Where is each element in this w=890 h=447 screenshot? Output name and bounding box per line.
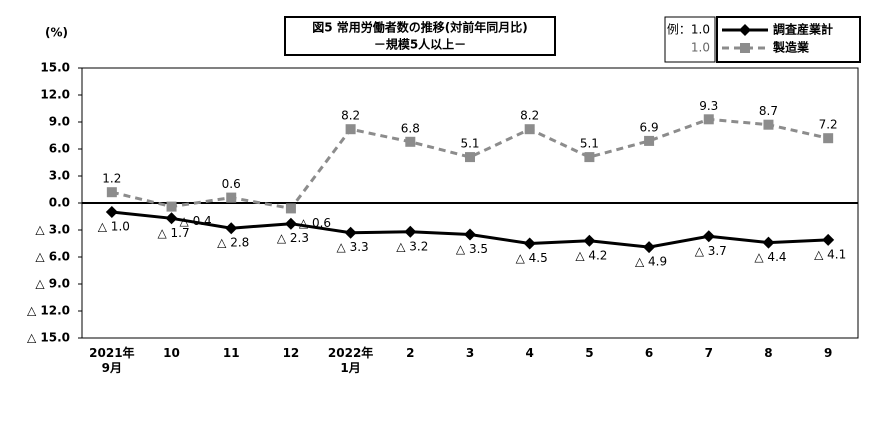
data-label: 5.1: [460, 137, 479, 151]
y-tick-label: △ 9.0: [35, 277, 70, 291]
y-tick-label: △ 3.0: [35, 223, 70, 237]
data-label: △ 4.5: [516, 251, 548, 265]
y-tick-label: 9.0: [49, 115, 70, 129]
data-label: △ 2.3: [277, 231, 309, 245]
legend-marker: [740, 43, 750, 53]
data-label: 8.2: [520, 109, 539, 123]
legend-example: 例：1.0: [667, 23, 710, 37]
point: [702, 230, 715, 243]
y-tick-label: 0.0: [49, 196, 70, 210]
data-label: 7.2: [819, 118, 838, 132]
legend-label: 製造業: [772, 40, 810, 55]
point: [166, 201, 177, 212]
point: [404, 225, 417, 238]
x-tick-label: 12: [282, 346, 300, 360]
x-tick-label: 2: [406, 346, 415, 360]
legend-example-box: [664, 16, 716, 63]
x-tick-label: 11: [222, 346, 240, 360]
point: [284, 217, 297, 230]
data-label: 8.2: [341, 109, 360, 123]
chart-title: 図5 常用労働者数の推移(対前年同月比): [312, 20, 528, 35]
point: [583, 234, 596, 247]
data-label: △ 4.2: [575, 248, 607, 262]
point: [165, 212, 178, 225]
point: [644, 135, 655, 146]
point: [464, 228, 476, 241]
x-tick-label: 10: [163, 346, 180, 360]
legend-box: [716, 16, 861, 63]
point: [762, 236, 775, 249]
data-label: △ 0.6: [299, 216, 331, 230]
legend-example: 1.0: [691, 41, 710, 55]
point: [405, 136, 416, 147]
data-label: △ 4.9: [635, 255, 667, 269]
data-label: 9.3: [699, 99, 718, 113]
x-tick-label: 2021年 9月: [89, 346, 135, 375]
data-label: △ 3.7: [695, 244, 727, 258]
point: [285, 203, 296, 214]
data-label: 5.1: [580, 137, 599, 151]
data-label: 0.6: [222, 177, 241, 191]
y-tick-label: △ 12.0: [27, 304, 70, 318]
data-label: △ 0.4: [180, 214, 212, 228]
y-tick-label: △ 15.0: [27, 331, 70, 345]
point: [345, 124, 356, 135]
x-tick-label: 9: [823, 346, 833, 360]
y-tick-label: 6.0: [49, 142, 70, 156]
x-tick-label: 3: [465, 346, 475, 360]
data-label: 6.9: [640, 120, 659, 134]
point: [465, 152, 475, 163]
legend-marker: [739, 24, 751, 36]
x-tick-label: 2022年 1月: [327, 346, 374, 375]
y-tick-label: △ 6.0: [35, 250, 70, 264]
point: [344, 226, 357, 239]
data-label: △ 2.8: [217, 236, 249, 250]
x-tick-label: 7: [704, 346, 713, 360]
data-label: △ 4.1: [814, 247, 846, 261]
point: [822, 233, 835, 246]
data-label: △ 3.2: [396, 239, 428, 253]
point: [823, 133, 834, 144]
y-tick-label: 15.0: [40, 61, 70, 75]
data-label: △ 1.0: [98, 220, 130, 234]
point: [524, 124, 535, 135]
point: [106, 187, 117, 198]
y-tick-label: 12.0: [40, 88, 70, 102]
data-label: △ 4.4: [754, 250, 786, 264]
data-label: △ 3.5: [456, 242, 488, 256]
point: [105, 206, 118, 218]
point: [763, 119, 774, 130]
data-label: 1.2: [102, 172, 121, 186]
x-tick-label: 5: [585, 346, 594, 360]
series-line: [111, 117, 829, 211]
x-tick-label: 8: [764, 346, 773, 360]
point: [643, 241, 656, 254]
y-tick-label: 3.0: [49, 169, 70, 183]
data-label: △ 3.3: [337, 240, 369, 254]
point: [584, 152, 595, 163]
data-label: 6.8: [401, 121, 420, 135]
data-label: 8.7: [759, 104, 778, 118]
data-label: △ 1.7: [157, 226, 189, 240]
title-box: [284, 16, 556, 56]
point: [703, 114, 714, 125]
y-axis-label: (%): [45, 26, 68, 40]
point: [225, 222, 238, 235]
point: [523, 237, 536, 250]
x-tick-label: 6: [644, 346, 654, 360]
chart-subtitle: －規模5人以上－: [374, 37, 466, 52]
legend-label: 調査産業計: [773, 22, 833, 37]
x-tick-label: 4: [525, 346, 534, 360]
point: [226, 192, 237, 203]
